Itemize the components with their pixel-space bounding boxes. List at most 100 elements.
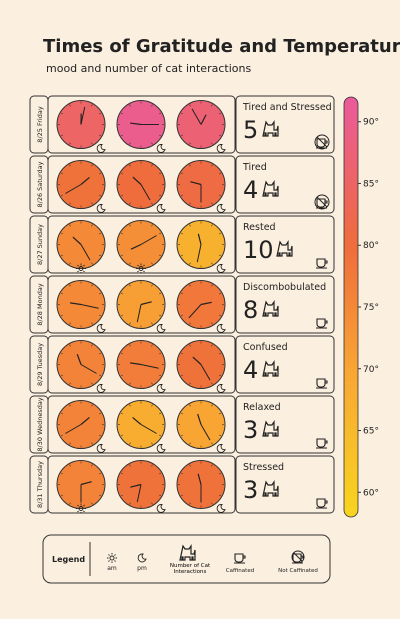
minute-hand <box>80 304 99 309</box>
legend-am: am <box>107 565 117 572</box>
clock-tick <box>151 442 153 445</box>
clock-tick <box>211 322 213 325</box>
clock-tick <box>151 322 153 325</box>
clock-tick <box>129 164 131 167</box>
clock-tick <box>129 142 131 145</box>
hour-hand <box>140 301 152 306</box>
clock-tick <box>189 382 191 385</box>
clock-tick <box>99 112 102 115</box>
clock-tick <box>151 142 153 145</box>
clock-tick <box>151 464 153 467</box>
clock-tick <box>99 172 102 175</box>
hour-hand <box>200 301 212 306</box>
subtitle: mood and number of cat interactions <box>46 62 251 75</box>
clock-tick <box>120 232 123 235</box>
cat-count: 3 <box>243 416 258 444</box>
legend <box>42 534 331 584</box>
color-scale <box>343 96 359 518</box>
date: 8/29 Tuesday <box>36 343 44 386</box>
clock-tick <box>99 314 102 317</box>
clock-tick <box>120 434 123 437</box>
clock-tick <box>91 322 93 325</box>
cat-count: 8 <box>243 296 258 324</box>
clock-tick <box>151 104 153 107</box>
hour-hand <box>80 481 92 486</box>
clock-tick <box>211 202 213 205</box>
mood-box <box>235 395 335 454</box>
clock-tick <box>99 292 102 295</box>
clock-tick <box>129 224 131 227</box>
hour-hand <box>80 416 90 425</box>
clock-tick <box>219 194 222 197</box>
clock-tick <box>69 382 71 385</box>
scale-tick-label: 75° <box>363 303 379 313</box>
clock-tick <box>211 142 213 145</box>
clock-tick <box>219 254 222 257</box>
clock-tick <box>91 284 93 287</box>
clock-tick <box>60 194 63 197</box>
clock-tick <box>129 442 131 445</box>
clock-tick <box>91 262 93 265</box>
cat-count: 3 <box>243 476 258 504</box>
clock-tick <box>189 142 191 145</box>
clock-tick <box>211 164 213 167</box>
clock-tick <box>189 164 191 167</box>
hour-hand <box>132 416 142 425</box>
clock-tick <box>120 412 123 415</box>
clock-tick <box>60 134 63 137</box>
mood: Stressed <box>243 462 284 473</box>
clock-tick <box>211 262 213 265</box>
clock-tick <box>180 232 183 235</box>
clock-tick <box>91 344 93 347</box>
clock-tick <box>99 412 102 415</box>
mood-box <box>235 275 335 334</box>
clock-tick <box>159 494 162 497</box>
clock-tick <box>219 314 222 317</box>
clock-tick <box>91 442 93 445</box>
clock-tick <box>189 284 191 287</box>
clock-tick <box>120 314 123 317</box>
minute-hand <box>65 424 82 434</box>
clock-tick <box>211 382 213 385</box>
clock-tick <box>69 104 71 107</box>
minute-hand <box>80 106 86 125</box>
clock-tick <box>151 224 153 227</box>
clock-tick <box>99 472 102 475</box>
minute-hand <box>80 364 97 374</box>
clock-tick <box>219 232 222 235</box>
clock-tick <box>91 224 93 227</box>
clock-tick <box>69 404 71 407</box>
clock-tick <box>159 134 162 137</box>
minute-hand <box>196 244 202 263</box>
hour-hand <box>190 181 202 186</box>
clock-tick <box>120 172 123 175</box>
date: 8/30 Wednesday <box>36 397 44 451</box>
clock-tick <box>91 502 93 505</box>
clock-tick <box>211 284 213 287</box>
clock-tick <box>180 172 183 175</box>
clock-tick <box>189 202 191 205</box>
clock-tick <box>151 404 153 407</box>
clock-tick <box>120 134 123 137</box>
clock-tick <box>180 412 183 415</box>
clock-tick <box>91 404 93 407</box>
clock-tick <box>159 314 162 317</box>
mood: Discombobulated <box>243 282 326 293</box>
clock-tick <box>120 112 123 115</box>
minute-hand <box>140 235 157 245</box>
minute-hand <box>140 364 159 369</box>
clock-tick <box>180 494 183 497</box>
clock-tick <box>60 434 63 437</box>
minute-hand <box>200 364 211 381</box>
clock-tick <box>159 254 162 257</box>
clock-tick <box>219 352 222 355</box>
clock-tick <box>180 112 183 115</box>
scale-tick-label: 60° <box>363 488 379 498</box>
clock-tick <box>60 172 63 175</box>
mood: Confused <box>243 342 288 353</box>
minute-hand <box>140 184 151 201</box>
clock-tick <box>120 472 123 475</box>
clock-tick <box>189 404 191 407</box>
minute-hand <box>136 304 142 323</box>
